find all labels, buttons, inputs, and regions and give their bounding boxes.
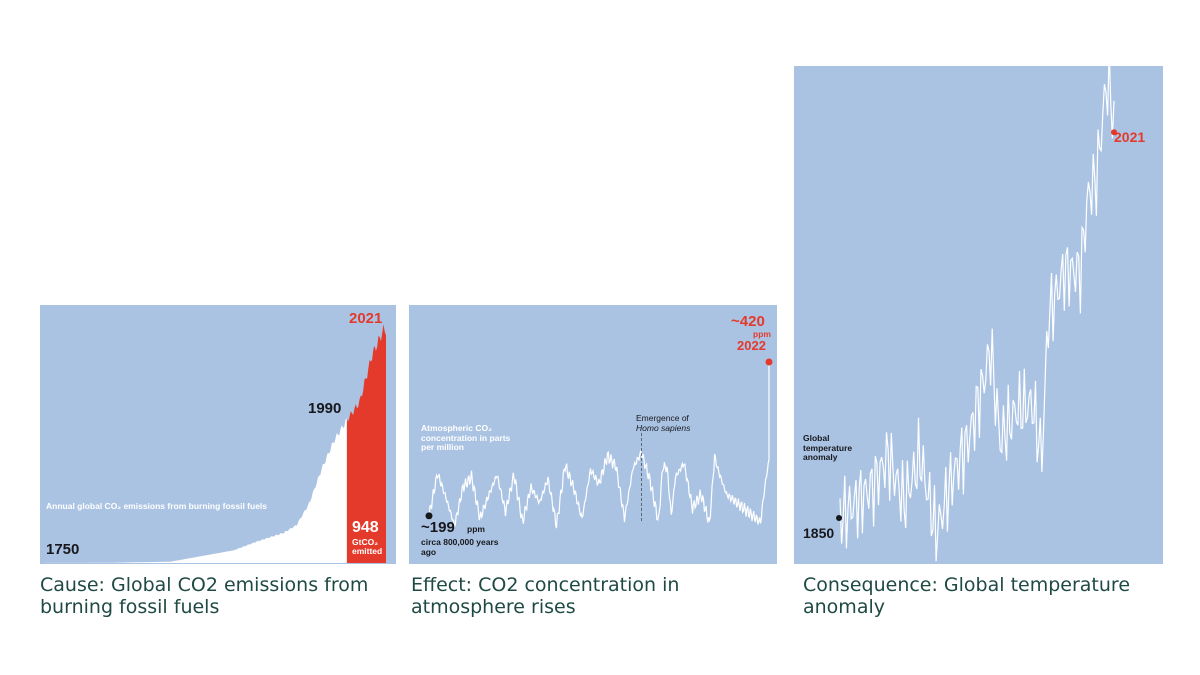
emissions-after-unit: GtCO₂ <box>352 537 378 547</box>
co2-concentration-line <box>428 362 770 529</box>
cause-caption: Cause: Global CO2 emissions from burning… <box>40 574 369 618</box>
emissions-description-label: Annual global CO₂ emissions from burning… <box>46 501 268 511</box>
co2-end-point <box>765 358 773 366</box>
homo-sapiens-annotation-line1: Emergence of <box>636 413 689 423</box>
emissions-end-year: 2021 <box>349 310 383 327</box>
emissions-start-year: 1750 <box>46 541 80 558</box>
emissions-before-note: emitted <box>316 546 347 556</box>
temperature-end-point <box>1111 129 1117 136</box>
emissions-area-after-1990 <box>346 324 386 563</box>
consequence-caption: Consequence: Global temperature anomaly <box>803 574 1131 618</box>
temperature-anomaly-chart: Global temperature anomaly 1850 2021 <box>794 66 1163 564</box>
temperature-anomaly-svg <box>836 66 1117 562</box>
co2-end-year: 2022 <box>737 338 766 353</box>
co2-concentration-svg <box>425 358 773 529</box>
co2-start-unit: ppm <box>467 524 485 534</box>
temperature-description-label: Global temperature anomaly <box>803 433 853 462</box>
co2-concentration-chart: Atmospheric CO₂ concentration in parts p… <box>409 305 777 564</box>
temperature-start-year: 1850 <box>803 525 835 541</box>
emissions-chart-svg <box>44 324 386 563</box>
temperature-anomaly-line <box>839 66 1115 562</box>
co2-end-unit: ppm <box>753 329 771 339</box>
emissions-area-before-1990 <box>44 418 347 563</box>
temperature-end-year: 2021 <box>1114 129 1146 145</box>
co2-start-value: ~199 <box>421 519 455 536</box>
co2-end-value: ~420 <box>731 313 765 330</box>
homo-sapiens-annotation-line2: Homo sapiens <box>636 423 691 433</box>
co2-start-point <box>425 512 433 520</box>
emissions-split-year: 1990 <box>308 400 342 417</box>
co2-description-label: Atmospheric CO₂ concentration in parts p… <box>421 423 511 452</box>
emissions-before-total: 785 <box>315 519 342 536</box>
temperature-start-point <box>836 515 842 521</box>
emissions-before-unit: GtCO₂ <box>316 537 342 547</box>
emissions-chart: Annual global CO₂ emissions from burning… <box>40 305 396 564</box>
effect-caption: Effect: CO2 concentration in atmosphere … <box>411 574 680 618</box>
emissions-after-note: emitted <box>352 546 383 556</box>
emissions-after-total: 948 <box>352 519 379 536</box>
co2-start-note: circa 800,000 years ago <box>421 537 499 557</box>
